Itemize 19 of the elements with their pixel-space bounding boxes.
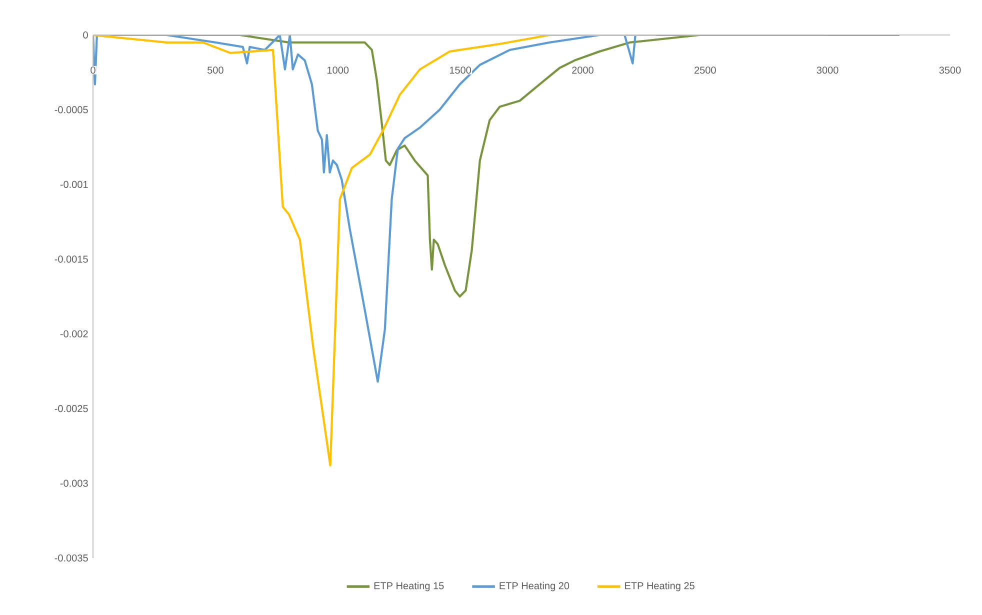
legend-label: ETP Heating 20 xyxy=(500,582,570,592)
y-tick-label: -0.0025 xyxy=(54,405,88,412)
y-tick-label: -0.0005 xyxy=(54,106,88,114)
x-tick-label: 0 xyxy=(90,66,96,74)
y-tick-label: -0.001 xyxy=(60,180,88,188)
x-tick-label: 2500 xyxy=(694,66,716,74)
x-tick-label: 1500 xyxy=(450,66,472,74)
x-tick-label: 2000 xyxy=(572,66,594,74)
legend-label: ETP Heating 15 xyxy=(374,582,444,592)
y-tick-label: 0 xyxy=(83,31,88,39)
y-tick-label: -0.0015 xyxy=(54,256,88,263)
y-tick-label: -0.0035 xyxy=(54,554,88,562)
x-tick-label: 1000 xyxy=(327,66,349,74)
y-tick-label: -0.002 xyxy=(60,330,88,338)
x-tick-label: 3500 xyxy=(939,66,961,74)
y-tick-label: -0.003 xyxy=(60,480,88,487)
x-tick-label: 500 xyxy=(207,66,224,74)
x-tick-label: 3000 xyxy=(816,66,838,74)
legend-label: ETP Heating 25 xyxy=(625,582,694,592)
